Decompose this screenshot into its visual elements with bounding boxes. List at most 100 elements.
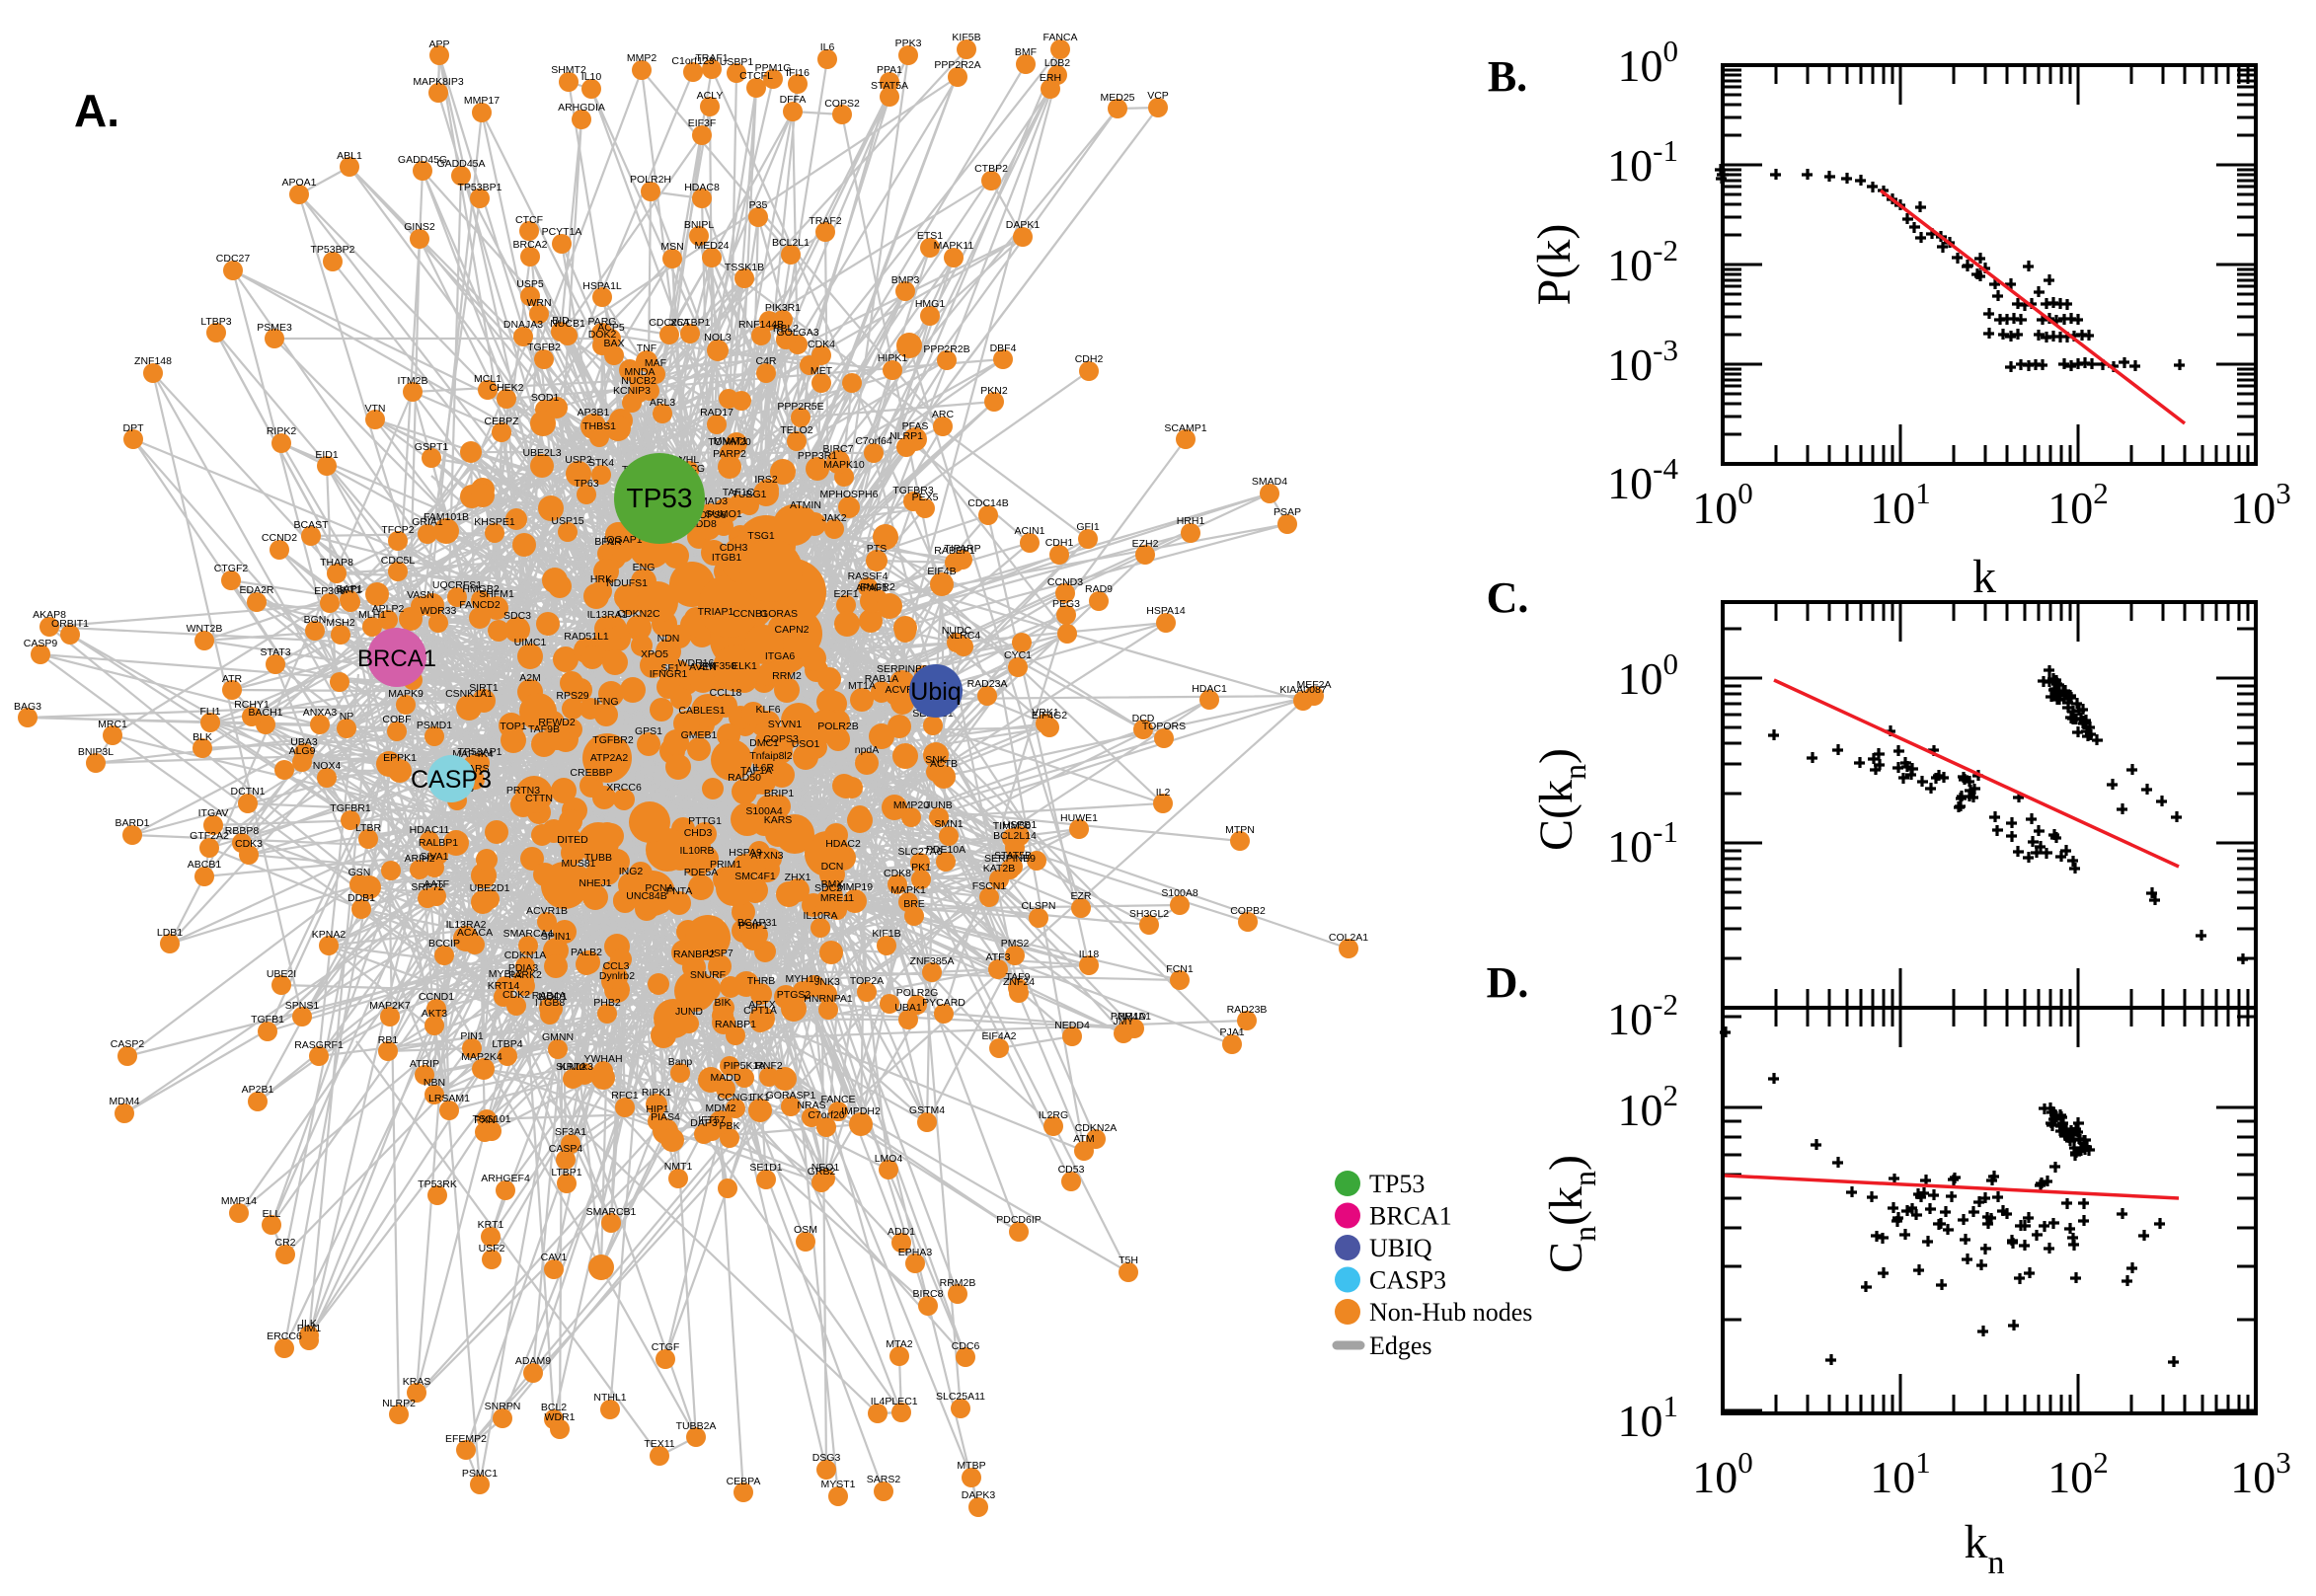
svg-text:TP53: TP53 (1369, 1170, 1425, 1198)
svg-text:ZNF350: ZNF350 (699, 660, 736, 672)
svg-text:SHMT2: SHMT2 (551, 64, 586, 76)
svg-text:RANBP2: RANBP2 (673, 949, 715, 960)
svg-text:BNIP3L: BNIP3L (78, 746, 114, 758)
svg-text:GORAS: GORAS (760, 608, 798, 620)
svg-text:USP5: USP5 (516, 278, 544, 290)
svg-text:TNF: TNF (637, 342, 656, 354)
svg-text:KARS: KARS (764, 814, 793, 826)
svg-text:USP2: USP2 (565, 454, 592, 466)
svg-text:CDK8: CDK8 (884, 868, 911, 879)
svg-text:MMP2: MMP2 (627, 52, 656, 64)
svg-text:ACTB: ACTB (930, 758, 958, 770)
svg-text:B.: B. (1488, 52, 1527, 101)
svg-text:GOLGA3: GOLGA3 (776, 327, 818, 339)
svg-text:POLR2H: POLR2H (630, 174, 671, 186)
svg-text:SRP72: SRP72 (411, 881, 443, 893)
svg-text:FLI1: FLI1 (199, 706, 220, 718)
svg-text:UQCRFS1: UQCRFS1 (432, 579, 482, 591)
svg-text:RPS29: RPS29 (556, 690, 588, 702)
svg-text:PKN2: PKN2 (980, 385, 1008, 397)
svg-text:MAF: MAF (645, 357, 666, 369)
svg-text:UBA3: UBA3 (290, 736, 318, 748)
svg-text:GMEB1: GMEB1 (681, 729, 718, 741)
svg-text:CCND1: CCND1 (419, 991, 454, 1003)
svg-text:NP: NP (340, 711, 354, 722)
svg-text:PSAP: PSAP (1274, 506, 1301, 518)
svg-text:GRB2: GRB2 (808, 1166, 836, 1178)
svg-text:STK4: STK4 (588, 457, 614, 469)
svg-text:BIRC8: BIRC8 (913, 1288, 944, 1300)
svg-text:JUNB: JUNB (925, 799, 952, 811)
svg-text:EPHA3: EPHA3 (898, 1247, 933, 1258)
svg-text:JAK2: JAK2 (821, 512, 846, 524)
svg-text:C(kn): C(kn) (1530, 748, 1592, 851)
svg-text:CDKN1A: CDKN1A (504, 950, 547, 961)
svg-text:IL10: IL10 (581, 71, 602, 83)
svg-text:101: 101 (1618, 1389, 1679, 1446)
svg-text:CCNB1: CCNB1 (733, 608, 768, 620)
svg-text:PRTN3: PRTN3 (506, 785, 540, 797)
svg-text:MRC1: MRC1 (98, 719, 127, 730)
svg-text:CDK3: CDK3 (235, 838, 263, 850)
svg-text:CABLES1: CABLES1 (678, 705, 725, 717)
svg-text:NLRP1: NLRP1 (889, 430, 923, 442)
svg-text:HSPB1: HSPB1 (1003, 819, 1038, 831)
svg-text:COPS2: COPS2 (824, 98, 860, 110)
svg-text:TIMM50: TIMM50 (993, 820, 1032, 832)
svg-text:EP300: EP300 (314, 585, 346, 597)
svg-text:BCL2: BCL2 (541, 1402, 567, 1413)
svg-text:ZNF385A: ZNF385A (910, 955, 955, 967)
svg-text:CDC27: CDC27 (216, 253, 251, 265)
svg-text:Tnfaip8l2: Tnfaip8l2 (749, 750, 792, 762)
svg-text:RBL2: RBL2 (773, 323, 799, 335)
svg-text:Ubiq: Ubiq (910, 678, 961, 706)
svg-text:ACP5: ACP5 (597, 322, 625, 334)
svg-text:MT1A: MT1A (848, 680, 876, 692)
svg-text:PRIM1: PRIM1 (710, 859, 741, 871)
svg-text:HMG1: HMG1 (915, 298, 945, 310)
svg-text:HNRNPA1: HNRNPA1 (804, 993, 853, 1005)
svg-text:ETS1: ETS1 (917, 230, 943, 242)
svg-text:CDC14B: CDC14B (967, 497, 1008, 509)
svg-text:BIK: BIK (715, 997, 732, 1009)
svg-text:RFC1: RFC1 (611, 1090, 639, 1102)
svg-text:BMF: BMF (1015, 46, 1037, 58)
svg-text:AKAP8: AKAP8 (33, 609, 66, 621)
svg-text:MAPK8IP3: MAPK8IP3 (413, 76, 464, 88)
svg-text:KIF5B: KIF5B (952, 32, 980, 43)
svg-text:IFI16: IFI16 (786, 67, 810, 79)
svg-text:PIP5K1A: PIP5K1A (724, 1060, 766, 1072)
svg-text:npdA: npdA (855, 744, 880, 756)
svg-text:NEO1: NEO1 (811, 1162, 840, 1174)
svg-text:MPHOSPH6: MPHOSPH6 (820, 489, 879, 500)
svg-text:RAD50: RAD50 (728, 772, 761, 784)
svg-text:WRN: WRN (526, 297, 551, 309)
svg-text:APAF1: APAF1 (856, 582, 888, 594)
svg-text:TUBB: TUBB (584, 852, 612, 864)
svg-text:BCAP31: BCAP31 (737, 917, 777, 929)
svg-text:CCND2: CCND2 (262, 532, 297, 544)
svg-text:PDE10A: PDE10A (926, 844, 965, 856)
svg-text:ABL1: ABL1 (337, 150, 362, 162)
svg-text:PJA1: PJA1 (1219, 1026, 1244, 1038)
svg-text:10-1: 10-1 (1607, 814, 1678, 872)
svg-text:DCD: DCD (1132, 713, 1155, 724)
svg-text:JMY: JMY (1114, 1016, 1134, 1027)
svg-text:RASGRF1: RASGRF1 (294, 1039, 344, 1051)
svg-text:MNAT1: MNAT1 (714, 435, 748, 447)
svg-text:NUCB1: NUCB1 (550, 318, 585, 330)
svg-text:NUCB2: NUCB2 (621, 375, 656, 387)
svg-text:E2F1: E2F1 (833, 588, 858, 600)
svg-text:IFNG: IFNG (593, 696, 618, 708)
svg-text:ELL: ELL (263, 1208, 281, 1220)
svg-text:NEDD4: NEDD4 (1054, 1020, 1090, 1031)
svg-text:DCN: DCN (821, 861, 844, 873)
svg-text:GRIA1: GRIA1 (412, 516, 443, 528)
svg-text:CASP3: CASP3 (411, 766, 492, 794)
svg-text:P35: P35 (749, 199, 768, 211)
svg-text:FAM101B: FAM101B (424, 511, 469, 523)
svg-text:APP: APP (428, 38, 449, 50)
svg-text:ALG9: ALG9 (289, 745, 316, 757)
svg-text:BRCA1: BRCA1 (1369, 1202, 1452, 1231)
svg-text:PSIP1: PSIP1 (738, 920, 768, 932)
